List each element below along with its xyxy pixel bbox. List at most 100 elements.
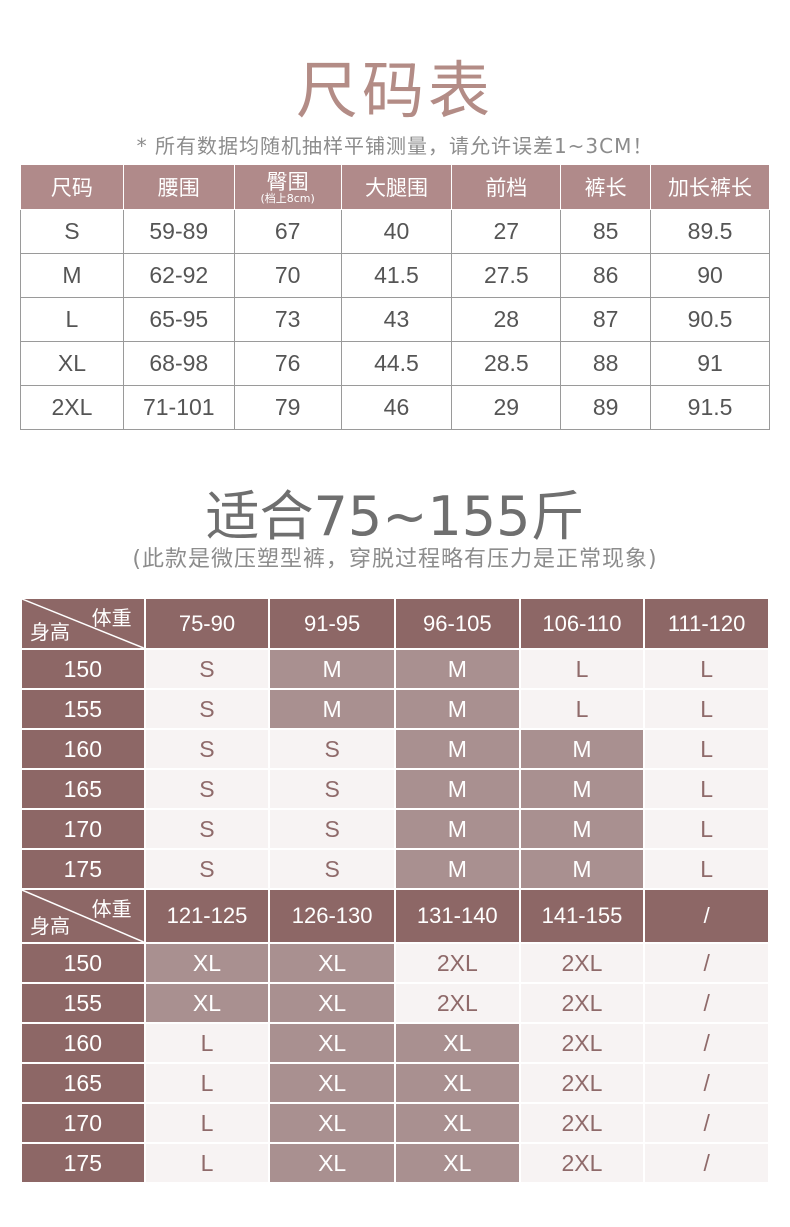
- size-cell: /: [643, 1102, 770, 1144]
- size-cell: M: [393, 728, 521, 770]
- height-value: 150: [20, 942, 146, 984]
- fit-row: 165 L XL XL 2XL /: [20, 1062, 770, 1104]
- header-cell: 臀围 (档上8cm): [233, 164, 342, 210]
- header-cell: 尺码: [20, 164, 124, 210]
- table-cell: 2XL: [20, 385, 124, 430]
- fit-row: 165 S S M M L: [20, 768, 770, 810]
- hip-note: (档上8cm): [260, 191, 315, 205]
- size-cell: S: [143, 808, 271, 850]
- weight-label: 体重: [91, 897, 132, 921]
- height-value: 160: [20, 1022, 146, 1064]
- table-cell: 28: [451, 297, 562, 342]
- fit-row: 150 S M M L L: [20, 648, 770, 690]
- table-cell: 46: [340, 385, 453, 430]
- header-cell: 前档: [451, 164, 562, 210]
- size-cell: L: [518, 648, 646, 690]
- table-cell: XL: [20, 341, 124, 386]
- height-value: 150: [20, 648, 146, 690]
- size-cell: S: [143, 728, 271, 770]
- table-cell: 79: [233, 385, 342, 430]
- size-cell: M: [393, 768, 521, 810]
- table-cell: 88: [560, 341, 652, 386]
- height-value: 155: [20, 982, 146, 1024]
- size-cell: S: [143, 648, 271, 690]
- fit-row: 155 XL XL 2XL 2XL /: [20, 982, 770, 1024]
- corner-cell: 体重 身高: [20, 888, 146, 944]
- fit-row: 175 S S M M L: [20, 848, 770, 890]
- size-table: 尺码 腰围 臀围 (档上8cm) 大腿围 前档 裤长 加长裤长 S 59-89 67 40 27 85 89…: [20, 164, 770, 430]
- fit-row: 150 XL XL 2XL 2XL /: [20, 942, 770, 984]
- table-cell: 40: [340, 209, 453, 254]
- table-cell: 70: [233, 253, 342, 298]
- weight-range: 126-130: [268, 888, 396, 944]
- weight-range: 141-155: [518, 888, 646, 944]
- fit-row: 170 L XL XL 2XL /: [20, 1102, 770, 1144]
- table-cell: 43: [340, 297, 453, 342]
- fit-title: 适合75~155斤: [205, 485, 585, 548]
- size-cell: S: [143, 688, 271, 730]
- size-cell: 2XL: [518, 1102, 646, 1144]
- table-cell: 90.5: [650, 297, 770, 342]
- table-cell: 59-89: [122, 209, 235, 254]
- table-cell: 28.5: [451, 341, 562, 386]
- size-cell: L: [143, 1102, 271, 1144]
- size-cell: L: [643, 648, 770, 690]
- table-cell: 62-92: [122, 253, 235, 298]
- weight-range: 131-140: [393, 888, 521, 944]
- table-cell: 91: [650, 341, 770, 386]
- size-cell: L: [643, 688, 770, 730]
- size-cell: M: [518, 768, 646, 810]
- size-cell: XL: [268, 942, 396, 984]
- fit-table-header: 体重 身高 75-90 91-95 96-105 106-110 111-120: [20, 597, 770, 650]
- weight-range: 106-110: [518, 597, 646, 650]
- height-value: 170: [20, 808, 146, 850]
- size-cell: M: [518, 808, 646, 850]
- height-value: 170: [20, 1102, 146, 1144]
- size-cell: /: [643, 1062, 770, 1104]
- diagonal-divider: [22, 599, 144, 648]
- header-cell: 大腿围: [340, 164, 453, 210]
- size-cell: XL: [393, 1142, 521, 1184]
- size-cell: L: [643, 808, 770, 850]
- size-cell: 2XL: [518, 1062, 646, 1104]
- table-cell: 27: [451, 209, 562, 254]
- table-cell: 89.5: [650, 209, 770, 254]
- size-cell: L: [518, 688, 646, 730]
- header-cell: 加长裤长: [650, 164, 770, 210]
- height-value: 165: [20, 768, 146, 810]
- diagonal-divider: [22, 890, 144, 942]
- size-cell: 2XL: [518, 982, 646, 1024]
- table-cell: 67: [233, 209, 342, 254]
- table-row: M 62-92 70 41.5 27.5 86 90: [20, 253, 770, 298]
- table-cell: 68-98: [122, 341, 235, 386]
- fit-table: 体重 身高 75-90 91-95 96-105 106-110 111-120 150 S M M…: [20, 597, 770, 1184]
- size-cell: S: [268, 768, 396, 810]
- fit-row: 170 S S M M L: [20, 808, 770, 850]
- size-cell: XL: [393, 1062, 521, 1104]
- height-value: 175: [20, 848, 146, 890]
- size-cell: L: [143, 1022, 271, 1064]
- size-cell: S: [268, 728, 396, 770]
- table-cell: 71-101: [122, 385, 235, 430]
- size-cell: L: [643, 728, 770, 770]
- table-cell: L: [20, 297, 124, 342]
- size-table-header: 尺码 腰围 臀围 (档上8cm) 大腿围 前档 裤长 加长裤长: [20, 164, 770, 210]
- size-cell: 2XL: [518, 1022, 646, 1064]
- fit-row: 160 L XL XL 2XL /: [20, 1022, 770, 1064]
- size-cell: XL: [143, 942, 271, 984]
- table-cell: M: [20, 253, 124, 298]
- size-cell: M: [518, 728, 646, 770]
- size-cell: XL: [268, 982, 396, 1024]
- fit-note: (此款是微压塑型裤，穿脱过程略有压力是正常现象): [132, 547, 658, 572]
- height-label: 身高: [30, 620, 70, 644]
- size-cell: L: [643, 768, 770, 810]
- page-title: 尺码表: [295, 54, 494, 127]
- size-cell: XL: [393, 1102, 521, 1144]
- size-cell: /: [643, 982, 770, 1024]
- table-cell: 85: [560, 209, 652, 254]
- height-value: 175: [20, 1142, 146, 1184]
- size-cell: L: [643, 848, 770, 890]
- header-cell: 裤长: [560, 164, 652, 210]
- size-cell: M: [393, 648, 521, 690]
- table-row: L 65-95 73 43 28 87 90.5: [20, 297, 770, 342]
